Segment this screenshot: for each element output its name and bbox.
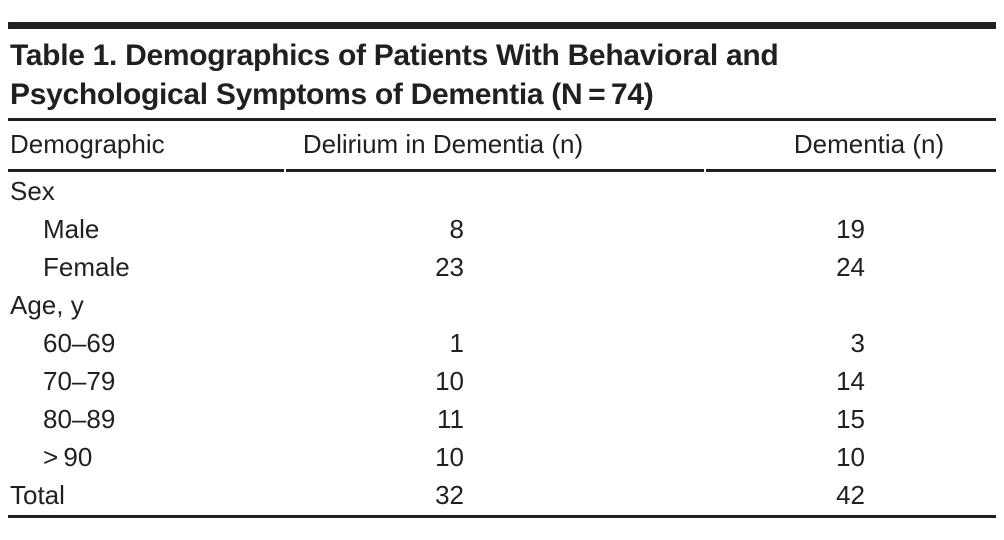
bottom-rule [8, 515, 996, 518]
table-title: Table 1. Demographics of Patients With B… [10, 36, 996, 114]
table-row-70-79: 70–79 10 14 [8, 362, 996, 400]
row-label: Sex [10, 176, 55, 206]
delirium-count: 8 [449, 214, 464, 244]
table-row-60-69: 60–69 1 3 [8, 324, 996, 362]
title-rule [8, 118, 996, 121]
title-line-1: Table 1. Demographics of Patients With B… [10, 39, 779, 72]
dementia-count: 14 [836, 366, 865, 396]
row-label: > 90 [43, 442, 93, 472]
delirium-count [286, 286, 704, 324]
delirium-count: 10 [435, 366, 464, 396]
column-header-demographic: Demographic [8, 121, 284, 172]
column-header-delirium: Delirium in Dementia (n) [286, 121, 704, 172]
delirium-count [286, 172, 704, 210]
column-header-dementia: Dementia (n) [706, 121, 996, 172]
dementia-count: 19 [836, 214, 865, 244]
demographics-table: Demographic Delirium in Dementia (n) Dem… [6, 121, 998, 514]
table-row-female: Female 23 24 [8, 248, 996, 286]
row-label: Female [43, 252, 130, 282]
row-label: Total [10, 480, 65, 510]
table-figure: Table 1. Demographics of Patients With B… [8, 22, 996, 518]
table-row-male: Male 8 19 [8, 210, 996, 248]
table-row-sex: Sex [8, 172, 996, 210]
delirium-count: 10 [435, 442, 464, 472]
dementia-count [706, 286, 996, 324]
dementia-count: 24 [836, 252, 865, 282]
row-label: 60–69 [43, 328, 116, 358]
dementia-count: 15 [836, 404, 865, 434]
row-label: Male [43, 214, 100, 244]
row-label: Age, y [10, 290, 84, 320]
table-row-over-90: > 90 10 10 [8, 438, 996, 476]
row-label: 80–89 [43, 404, 116, 434]
row-label: 70–79 [43, 366, 116, 396]
table-row-total: Total 32 42 [8, 476, 996, 514]
table-row-age: Age, y [8, 286, 996, 324]
delirium-count: 11 [437, 404, 464, 434]
dementia-count: 10 [836, 442, 865, 472]
title-line-2: Psychological Symptoms of Dementia (N = … [10, 78, 654, 111]
dementia-count [706, 172, 996, 210]
dementia-count: 42 [836, 480, 865, 510]
delirium-count: 32 [435, 480, 464, 510]
delirium-count: 1 [449, 328, 464, 358]
dementia-count: 3 [850, 328, 865, 358]
delirium-count: 23 [435, 252, 464, 282]
top-rule-bar [8, 22, 996, 29]
table-row-80-89: 80–89 11 15 [8, 400, 996, 438]
header-row: Demographic Delirium in Dementia (n) Dem… [8, 121, 996, 172]
